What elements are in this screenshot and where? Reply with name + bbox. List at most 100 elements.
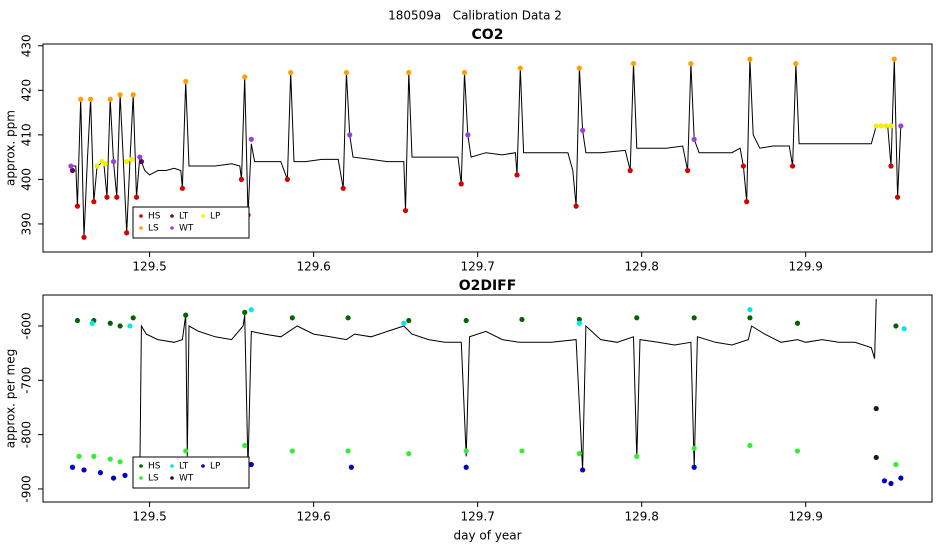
point xyxy=(289,448,295,454)
point xyxy=(883,123,889,129)
point xyxy=(74,317,81,324)
x-tick-label: 129.6 xyxy=(296,510,330,524)
panel-title: CO2 xyxy=(472,27,504,43)
legend-label: LS xyxy=(148,224,159,234)
point xyxy=(888,123,894,129)
x-axis-label: day of year xyxy=(453,529,521,543)
point xyxy=(898,475,904,481)
point xyxy=(81,234,87,240)
x-tick-label: 129.8 xyxy=(625,260,659,274)
point xyxy=(873,405,879,412)
point xyxy=(688,60,694,67)
point xyxy=(634,315,640,321)
point xyxy=(242,74,248,80)
point xyxy=(519,316,525,323)
point xyxy=(740,163,746,169)
point xyxy=(340,185,346,191)
point xyxy=(76,453,82,459)
trace-line xyxy=(139,298,877,479)
legend-marker xyxy=(201,464,205,468)
point xyxy=(128,156,135,162)
point xyxy=(130,315,136,321)
x-tick-label: 129.6 xyxy=(296,260,330,274)
point xyxy=(881,478,888,484)
point xyxy=(69,167,76,174)
point xyxy=(345,315,351,321)
y-tick-label: 400 xyxy=(20,168,34,191)
point xyxy=(248,461,254,468)
point xyxy=(789,163,796,169)
point xyxy=(107,320,113,326)
point xyxy=(744,199,750,205)
point xyxy=(691,315,697,321)
x-tick-label: 129.9 xyxy=(789,260,823,274)
legend-marker xyxy=(201,214,205,218)
point xyxy=(747,56,753,62)
point xyxy=(580,467,586,473)
point xyxy=(893,323,899,329)
point xyxy=(289,315,295,321)
point xyxy=(517,65,523,71)
y-axis-label: approx. ppm xyxy=(4,110,18,186)
point xyxy=(137,154,143,160)
point xyxy=(117,323,123,329)
x-tick-label: 129.5 xyxy=(132,260,166,274)
point xyxy=(183,78,189,85)
point xyxy=(691,136,697,142)
point xyxy=(122,472,128,478)
point xyxy=(576,451,582,457)
point xyxy=(576,316,582,323)
legend-label: WT xyxy=(179,224,194,234)
point xyxy=(463,448,469,454)
point xyxy=(463,464,469,470)
point xyxy=(794,448,801,454)
legend-box xyxy=(132,206,250,239)
point xyxy=(89,320,95,326)
point xyxy=(691,464,697,470)
point xyxy=(242,442,248,449)
legend-marker xyxy=(139,476,143,480)
figure-title: 180509a Calibration Data 2 xyxy=(388,9,562,23)
point xyxy=(685,167,691,174)
point xyxy=(401,320,407,326)
point xyxy=(74,203,81,209)
legend-box xyxy=(132,456,250,489)
point xyxy=(133,194,140,200)
legend-marker xyxy=(170,214,174,218)
point xyxy=(284,176,290,183)
point xyxy=(124,158,130,165)
plot-frame xyxy=(42,294,933,503)
point xyxy=(793,60,799,67)
legend-label: LT xyxy=(179,212,189,222)
point xyxy=(238,176,245,183)
point xyxy=(747,442,753,449)
point xyxy=(69,464,76,470)
point xyxy=(91,199,97,205)
point xyxy=(127,323,133,329)
point xyxy=(465,132,471,138)
point xyxy=(124,230,130,236)
point xyxy=(183,312,189,318)
point xyxy=(406,317,412,324)
point xyxy=(747,307,753,313)
legend-marker xyxy=(170,226,174,230)
point xyxy=(627,167,633,174)
y-tick-label: -900 xyxy=(20,475,34,502)
x-tick-label: 129.7 xyxy=(460,510,494,524)
trace-line xyxy=(70,59,902,238)
plot-area xyxy=(69,298,907,487)
legend-label: LP xyxy=(210,212,221,222)
y-tick-label: -600 xyxy=(20,312,34,339)
point xyxy=(893,461,899,468)
y-tick-label: 420 xyxy=(20,79,34,102)
point xyxy=(117,92,123,98)
legend-marker xyxy=(139,464,143,468)
point xyxy=(634,453,640,459)
point xyxy=(514,172,520,178)
point xyxy=(348,464,354,470)
point xyxy=(891,56,897,62)
point xyxy=(747,315,753,321)
point xyxy=(894,194,901,200)
legend-label: LT xyxy=(179,462,189,472)
point xyxy=(183,448,189,454)
